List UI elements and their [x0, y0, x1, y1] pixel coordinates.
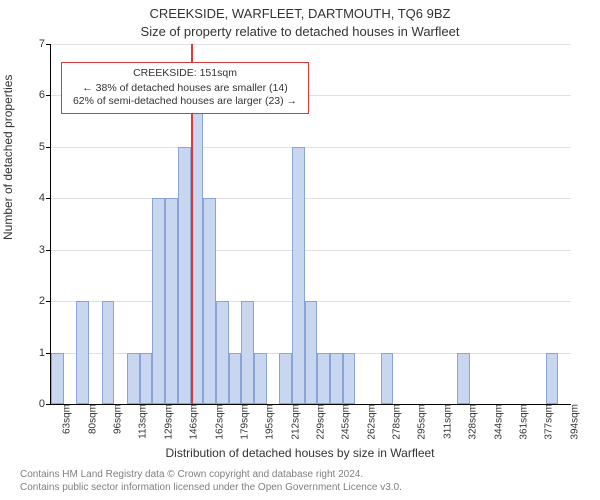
histogram-bar [76, 301, 89, 404]
y-axis-label: Number of detached properties [1, 75, 15, 240]
xtick-label: 262sqm [360, 404, 377, 440]
histogram-bar [292, 147, 305, 404]
histogram-bar [241, 301, 254, 404]
xtick-label: 344sqm [487, 404, 504, 440]
xtick-label: 63sqm [56, 404, 73, 434]
xtick-label: 113sqm [132, 404, 149, 439]
histogram-bar [305, 301, 318, 404]
histogram-bar [203, 198, 216, 404]
histogram-bar [330, 353, 343, 404]
histogram-bar [102, 301, 115, 404]
gridline [51, 44, 571, 45]
xtick-label: 394sqm [563, 404, 580, 440]
ytick-label: 0 [39, 398, 51, 410]
histogram-bar [343, 353, 356, 404]
histogram-bar [178, 147, 191, 404]
xtick-label: 162sqm [208, 404, 225, 440]
xtick-label: 377sqm [538, 404, 555, 440]
histogram-bar [51, 353, 64, 404]
footer-attribution: Contains HM Land Registry data © Crown c… [20, 469, 402, 494]
annotation-box: CREEKSIDE: 151sqm← 38% of detached house… [61, 62, 309, 114]
histogram-bar [317, 353, 330, 404]
x-axis-label: Distribution of detached houses by size … [0, 446, 600, 460]
ytick-label: 1 [39, 347, 51, 359]
ytick-label: 2 [39, 295, 51, 307]
xtick-label: 361sqm [512, 404, 529, 440]
ytick-label: 3 [39, 244, 51, 256]
ytick-label: 5 [39, 141, 51, 153]
xtick-label: 212sqm [284, 404, 301, 440]
chart-title-line1: CREEKSIDE, WARFLEET, DARTMOUTH, TQ6 9BZ [0, 6, 600, 21]
histogram-bar [140, 353, 153, 404]
xtick-label: 245sqm [335, 404, 352, 440]
xtick-label: 129sqm [157, 404, 174, 440]
histogram-bar [152, 198, 165, 404]
histogram-bar [279, 353, 292, 404]
annotation-line-smaller: ← 38% of detached houses are smaller (14… [68, 82, 302, 96]
histogram-bar [229, 353, 242, 404]
gridline [51, 198, 571, 199]
xtick-label: 311sqm [436, 404, 453, 439]
footer-line1: Contains HM Land Registry data © Crown c… [20, 469, 402, 482]
ytick-label: 6 [39, 89, 51, 101]
xtick-label: 278sqm [385, 404, 402, 440]
xtick-label: 229sqm [309, 404, 326, 440]
gridline [51, 147, 571, 148]
xtick-label: 328sqm [461, 404, 478, 440]
xtick-label: 80sqm [81, 404, 98, 434]
plot-area: 0123456763sqm80sqm96sqm113sqm129sqm146sq… [50, 44, 571, 405]
annotation-line-larger: 62% of semi-detached houses are larger (… [68, 95, 302, 109]
histogram-bar [381, 353, 394, 404]
histogram-bar [546, 353, 559, 404]
ytick-label: 4 [39, 192, 51, 204]
histogram-bar [127, 353, 140, 404]
gridline [51, 250, 571, 251]
xtick-label: 295sqm [411, 404, 428, 440]
histogram-bar [457, 353, 470, 404]
xtick-label: 146sqm [182, 404, 199, 440]
annotation-title: CREEKSIDE: 151sqm [68, 67, 302, 81]
xtick-label: 96sqm [106, 404, 123, 434]
xtick-label: 179sqm [233, 404, 250, 440]
histogram-bar [254, 353, 267, 404]
histogram-bar [216, 301, 229, 404]
chart-title-line2: Size of property relative to detached ho… [0, 24, 600, 39]
footer-line2: Contains public sector information licen… [20, 482, 402, 495]
ytick-label: 7 [39, 38, 51, 50]
xtick-label: 195sqm [259, 404, 276, 440]
histogram-bar [165, 198, 178, 404]
